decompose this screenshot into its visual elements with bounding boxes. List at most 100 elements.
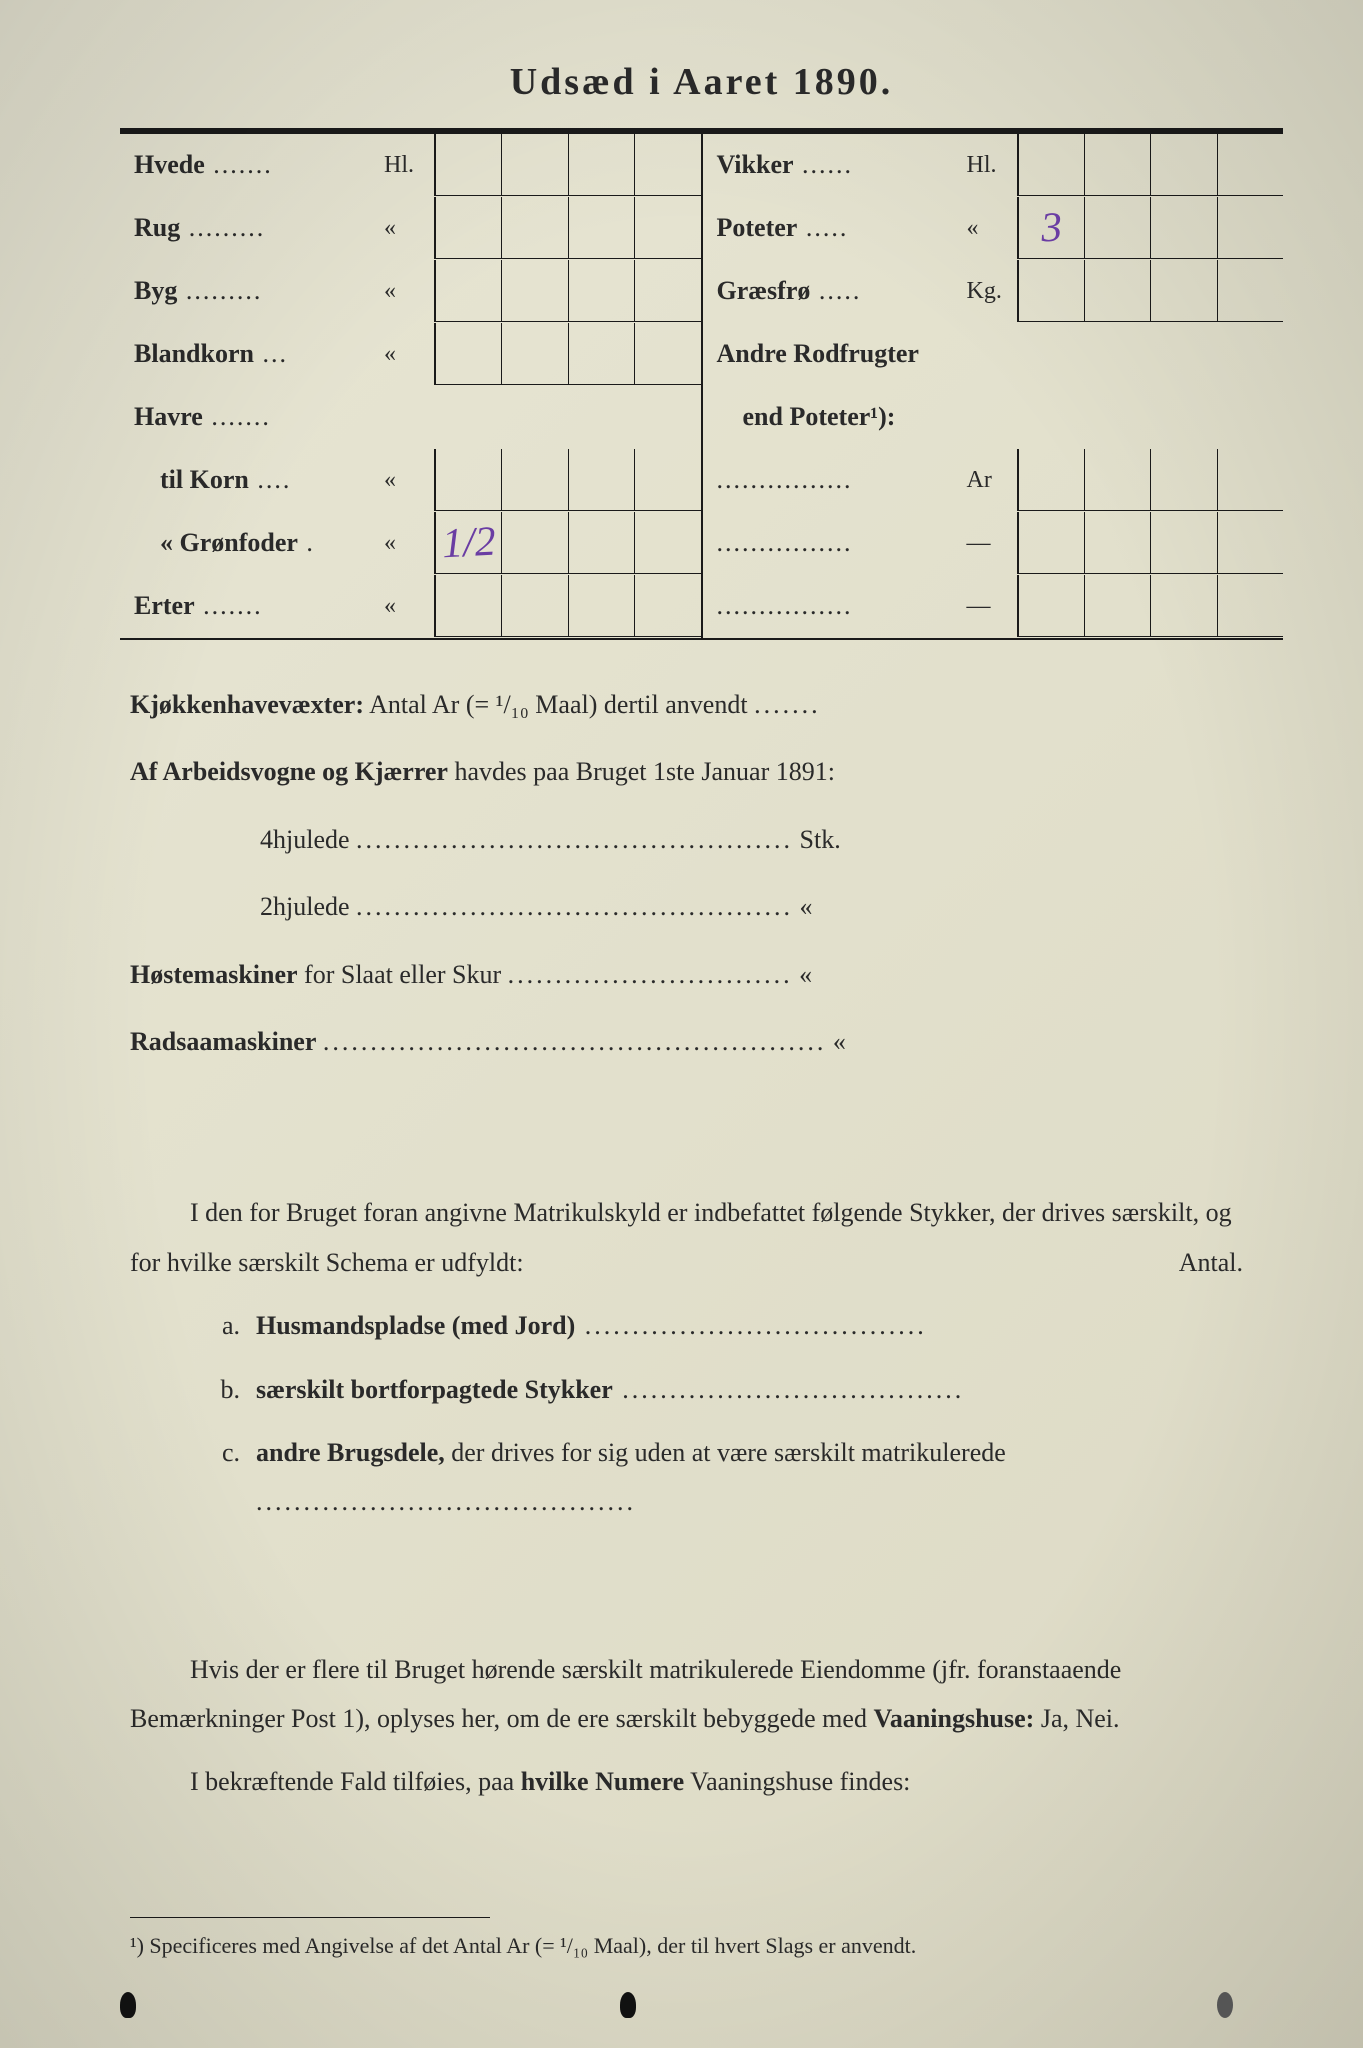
list-marker: a. (190, 1301, 256, 1350)
seed-row: ................— (703, 512, 1284, 575)
seed-row-label: Poteter ..... (703, 213, 967, 243)
seed-cell (1017, 512, 1084, 574)
kjokken-text: Antal Ar (= ¹/₁₀ Maal) dertil anvendt (369, 690, 748, 719)
hoste-unit: « (799, 960, 812, 989)
twowheel-label: 2hjulede (260, 892, 350, 921)
seed-cell (434, 575, 501, 637)
seed-row: Hvede .......Hl. (120, 134, 701, 197)
antal-label: Antal. (1119, 1238, 1243, 1287)
seed-row-unit: « (384, 215, 434, 242)
seed-row: end Poteter¹): (703, 386, 1284, 449)
seed-row: til Korn ....« (120, 449, 701, 512)
seed-cell (568, 134, 634, 196)
seed-row-label: Andre Rodfrugter (703, 339, 967, 369)
seed-row: ................— (703, 575, 1284, 638)
page-title: Udsæd i Aaret 1890. (120, 60, 1283, 104)
seed-cell (1084, 134, 1150, 196)
list-marker: b. (190, 1365, 256, 1414)
seed-cell (634, 449, 700, 511)
kjokken-line: Kjøkkenhavevæxter: Antal Ar (= ¹/₁₀ Maal… (130, 680, 1243, 729)
seed-cell (501, 197, 567, 259)
footnote: ¹) Specificeres med Angivelse af det Ant… (130, 1928, 1243, 1963)
seed-cell (568, 260, 634, 322)
seed-cell (1017, 449, 1084, 511)
arbeids-label: Af Arbeidsvogne og Kjærrer (130, 757, 448, 786)
seed-cell: 3 (1017, 197, 1084, 259)
footnote-rule (130, 1917, 490, 1918)
seed-row: Græsfrø .....Kg. (703, 260, 1284, 323)
arbeids-line: Af Arbeidsvogne og Kjærrer havdes paa Br… (130, 747, 1243, 796)
seed-row-cells (1017, 449, 1284, 511)
seed-row-label: ................ (703, 528, 967, 558)
seed-row: « Grønfoder .«1/2 (120, 512, 701, 575)
seed-cell (1217, 575, 1283, 637)
seed-row-label: Vikker ...... (703, 150, 967, 180)
seed-row-label: ................ (703, 591, 967, 621)
twowheel-unit: « (800, 892, 813, 921)
seed-row: Andre Rodfrugter (703, 323, 1284, 386)
seed-row-label: Erter ....... (120, 591, 384, 621)
seed-row-cells (1017, 260, 1284, 322)
seed-cell-value: 1/2 (441, 517, 497, 568)
seed-row-cells (434, 575, 701, 637)
seed-row: ................Ar (703, 449, 1284, 512)
seed-row-unit: Kg. (967, 278, 1017, 305)
seed-cell (434, 449, 501, 511)
seed-row-cells (434, 134, 701, 196)
seed-row-label: Græsfrø ..... (703, 276, 967, 306)
seed-row: Blandkorn ...« (120, 323, 701, 386)
list-item: c.andre Brugsdele, der drives for sig ud… (130, 1428, 1243, 1527)
seed-cell (1084, 575, 1150, 637)
seed-cell (1084, 449, 1150, 511)
seed-cell (568, 575, 634, 637)
list-item: a.Husmandspladse (med Jord) ............… (130, 1301, 1243, 1350)
seed-row-unit: — (967, 593, 1017, 620)
seed-row-label: Rug ......... (120, 213, 384, 243)
footnote-text: Specificeres med Angivelse af det Antal … (149, 1933, 916, 1958)
seed-row: Vikker ......Hl. (703, 134, 1284, 197)
seed-cell (434, 260, 501, 322)
seed-table-right: Vikker ......Hl.Poteter .....«3Græsfrø .… (703, 134, 1284, 638)
fourwheel-label: 4hjulede (260, 825, 350, 854)
seed-cell (634, 323, 700, 385)
seed-cell (1084, 512, 1150, 574)
vaaningshuse-label: Vaaningshuse: (873, 1704, 1034, 1733)
seed-cell (501, 260, 567, 322)
seed-cell: 1/2 (434, 512, 501, 574)
seed-row-unit: « (384, 278, 434, 305)
seed-row-label: Blandkorn ... (120, 339, 384, 369)
seed-row-unit: Hl. (967, 152, 1017, 179)
matrikul-paragraph: I den for Bruget foran angivne Matrikuls… (130, 1188, 1243, 1287)
list-body: andre Brugsdele, der drives for sig uden… (256, 1428, 1243, 1527)
seed-cell (1084, 260, 1150, 322)
seed-cell (1084, 197, 1150, 259)
seed-table-left: Hvede .......Hl.Rug .........«Byg ......… (120, 134, 703, 638)
hoste-label: Høstemaskiner (130, 960, 298, 989)
dot-filler: ........................................… (323, 1027, 827, 1056)
list-item: b.særskilt bortforpagtede Stykker ......… (130, 1365, 1243, 1414)
seed-row-label: Byg ......... (120, 276, 384, 306)
seed-row: Havre ....... (120, 386, 701, 449)
seed-cell (634, 575, 700, 637)
eiendomme2-a: I bekræftende Fald tilføies, paa (190, 1767, 514, 1796)
seed-row-cells (1017, 386, 1284, 448)
seed-row-unit: « (967, 215, 1017, 242)
seed-row-label: Hvede ....... (120, 150, 384, 180)
seed-cell (1150, 260, 1216, 322)
seed-cell (1150, 575, 1216, 637)
punch-hole-icon (1217, 1992, 1233, 2018)
janeinei: Ja, Nei. (1041, 1704, 1120, 1733)
eiendomme2-b: Vaaningshuse findes: (690, 1767, 910, 1796)
section-gap (130, 1541, 1243, 1631)
seed-row-cells (434, 386, 701, 448)
seed-cell (568, 323, 634, 385)
seed-cell (501, 512, 567, 574)
seed-cell (434, 323, 501, 385)
seed-cell (634, 197, 700, 259)
list-body: særskilt bortforpagtede Stykker ........… (256, 1365, 1243, 1414)
list-body: Husmandspladse (med Jord) ..............… (256, 1301, 1243, 1350)
eiendomme-paragraph-2: I bekræftende Fald tilføies, paa hvilke … (130, 1757, 1243, 1806)
seed-row-label: end Poteter¹): (703, 402, 967, 432)
seed-row: Rug .........« (120, 197, 701, 260)
dot-filler: ........................................… (356, 892, 793, 921)
